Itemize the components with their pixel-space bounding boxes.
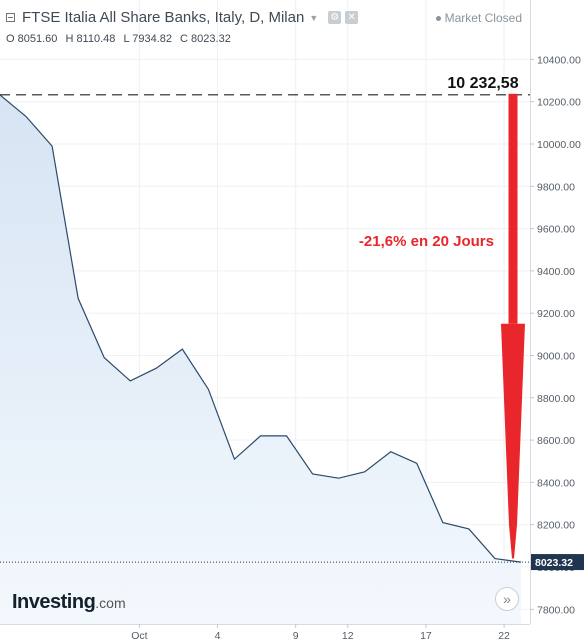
y-tick-label: 9800.00 [537, 181, 575, 193]
change-annotation: -21,6% en 20 Jours [359, 233, 494, 250]
market-status: Market Closed [435, 11, 522, 25]
x-tick-label: 17 [420, 630, 432, 642]
x-tick-label: 4 [215, 630, 221, 642]
x-tick-label: Oct [131, 630, 147, 642]
y-tick-label: 8600.00 [537, 435, 575, 447]
ohlc-low: L 7934.82 [123, 33, 172, 45]
y-tick-label: 8200.00 [537, 520, 575, 532]
x-tick-label: 9 [293, 630, 299, 642]
y-tick-label: 8800.00 [537, 393, 575, 405]
last-value-label: 8023.32 [535, 557, 573, 569]
y-tick-label: 9200.00 [537, 308, 575, 320]
y-tick-label: 9600.00 [537, 224, 575, 236]
peak-value-label: 10 232,58 [447, 75, 518, 92]
y-tick-label: 9000.00 [537, 351, 575, 363]
y-tick-label: 10000.00 [537, 139, 581, 151]
ohlc-open: O 8051.60 [6, 33, 58, 45]
title-row: FTSE Italia All Share Banks, Italy, D, M… [6, 9, 359, 26]
y-tick-label: 10400.00 [537, 54, 581, 66]
collapse-icon[interactable] [6, 13, 15, 22]
chart-header: FTSE Italia All Share Banks, Italy, D, M… [0, 0, 530, 48]
y-tick-label: 8400.00 [537, 477, 575, 489]
ohlc-close: C 8023.32 [180, 33, 231, 45]
y-tick-label: 9400.00 [537, 266, 575, 278]
area-fill [0, 94, 521, 624]
arrow-shaft [508, 93, 518, 324]
x-tick-label: 12 [342, 630, 354, 642]
arrow-head [501, 323, 525, 559]
x-tick-label: 22 [498, 630, 510, 642]
ohlc-high: H 8110.48 [65, 33, 116, 45]
close-icon[interactable]: ✕ [345, 11, 359, 24]
scroll-to-latest-button[interactable]: » [495, 587, 519, 611]
price-line [0, 94, 522, 563]
chart-title: FTSE Italia All Share Banks, Italy, D, M… [22, 9, 305, 26]
status-dot-icon [435, 16, 441, 22]
settings-icon[interactable]: ⚙ [328, 11, 342, 24]
logo-text: Investing [12, 591, 96, 613]
last-value-tag [531, 554, 584, 571]
logo-suffix: .com [95, 595, 126, 611]
ohlc-row: O 8051.60 H 8110.48 L 7934.82 C 8023.32 [6, 33, 236, 45]
y-tick-label: 10200.00 [537, 97, 581, 109]
y-tick-label: 7800.00 [537, 604, 575, 616]
chevron-down-icon[interactable]: ▼ [309, 12, 319, 23]
market-status-label: Market Closed [444, 11, 522, 25]
investing-logo: Investing.com [12, 591, 126, 614]
